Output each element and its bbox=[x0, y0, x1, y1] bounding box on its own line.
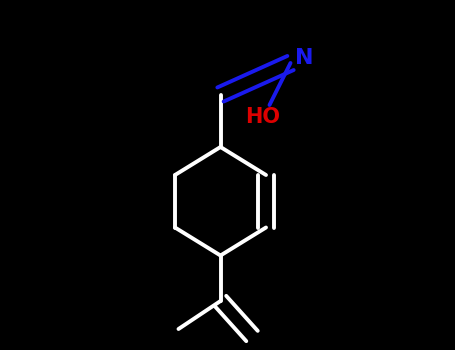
Text: HO: HO bbox=[245, 107, 280, 127]
Text: N: N bbox=[295, 48, 314, 68]
